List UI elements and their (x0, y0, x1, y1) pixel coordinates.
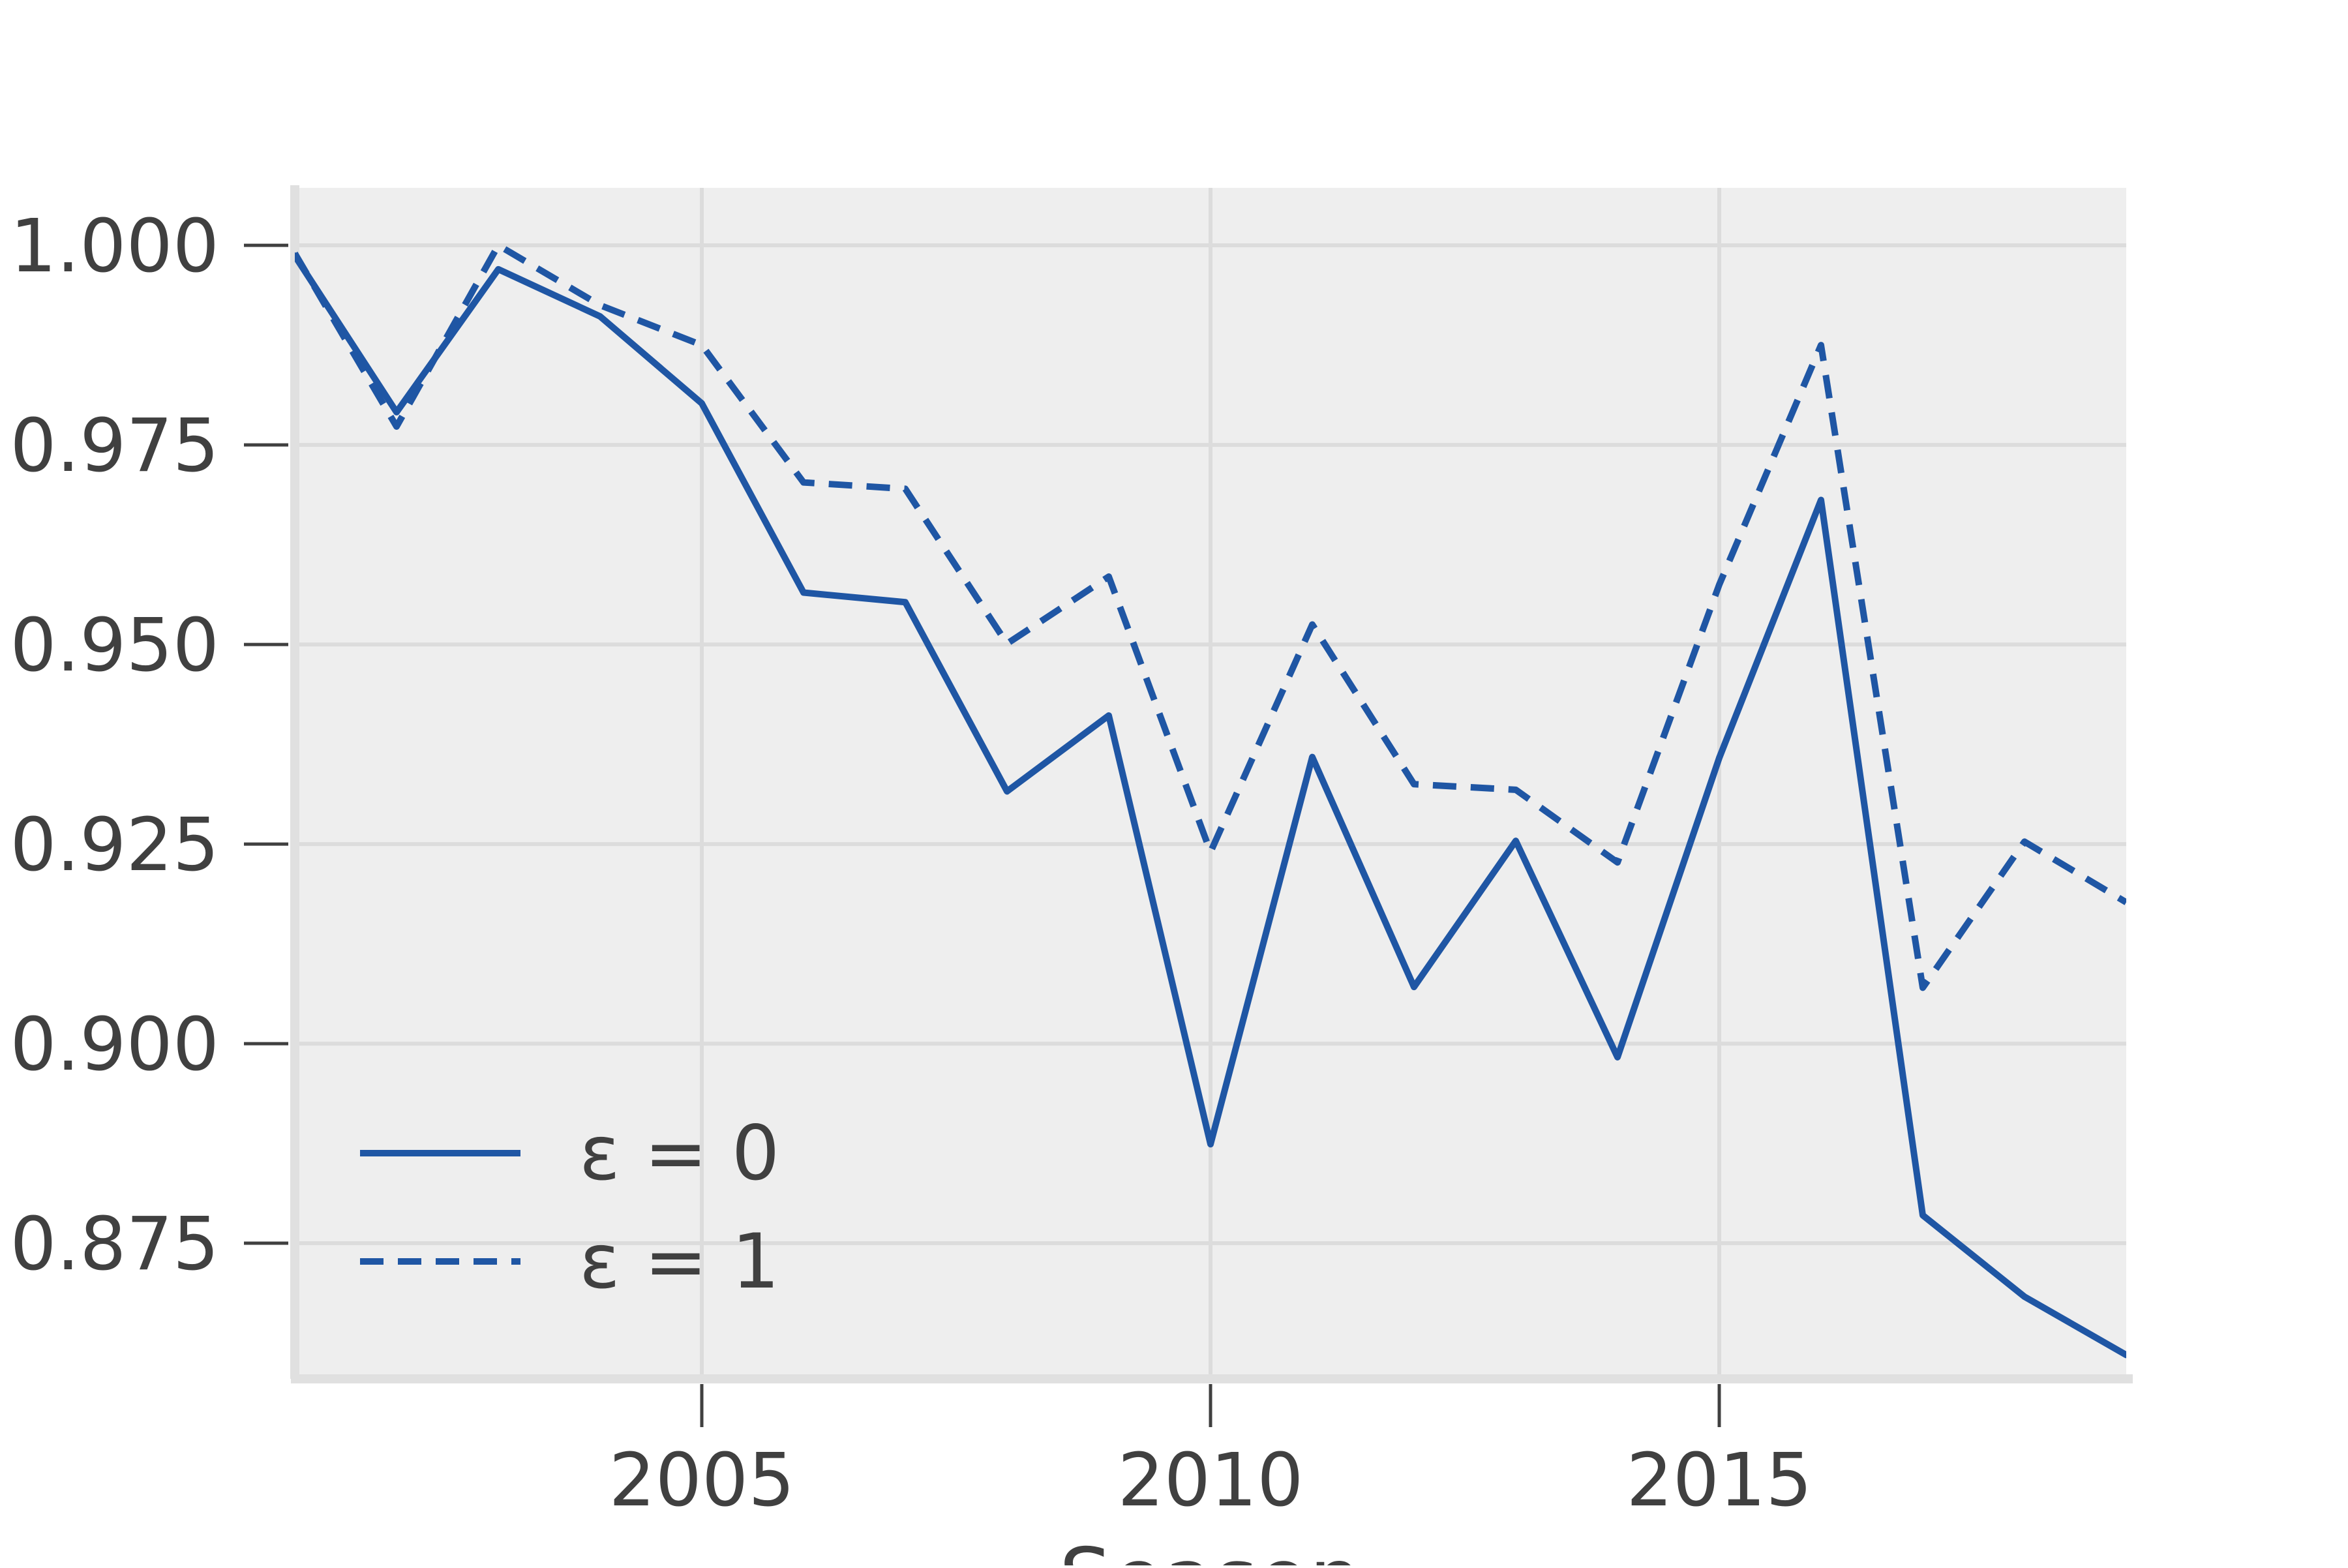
y-tick-label: 0.975 (10, 404, 219, 489)
x-tick-label: 2010 (1117, 1438, 1303, 1523)
x-axis-title: Season (1059, 1531, 1362, 1565)
legend-label: ε = 1 (579, 1218, 779, 1306)
axes-spines (290, 185, 2133, 1383)
series-line-epsilon-1 (295, 242, 2126, 991)
y-tick-label: 0.950 (10, 603, 219, 688)
series-lines (295, 242, 2126, 1359)
y-tick-label: 1.000 (10, 204, 219, 289)
y-tick-label: 0.925 (10, 803, 219, 888)
y-tick-label: 0.900 (10, 1003, 219, 1087)
legend: ε = 0 ε = 1 (360, 1109, 779, 1306)
x-tick-label: 2005 (609, 1438, 794, 1523)
series-line-epsilon-0 (295, 252, 2126, 1359)
axis-ticks: 2005 2010 2015 0.875 0.900 0.925 0.950 0.975 1.0… (10, 204, 1812, 1523)
x-tick-label: 2015 (1626, 1438, 1812, 1523)
y-tick-label: 0.875 (10, 1202, 219, 1287)
legend-label: ε = 0 (579, 1109, 779, 1198)
